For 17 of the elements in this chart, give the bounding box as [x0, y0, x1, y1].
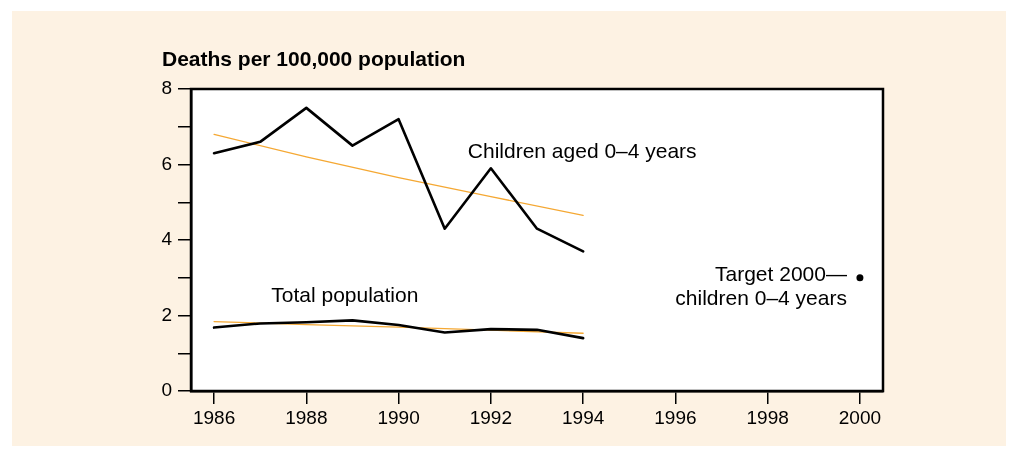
y-axis-title: Deaths per 100,000 population	[162, 47, 466, 70]
y-tick-label: 4	[161, 228, 173, 250]
y-tick-label: 8	[161, 77, 172, 99]
x-tick-label: 1988	[285, 406, 328, 428]
x-tick-label: 2000	[838, 406, 882, 428]
y-tick-label: 2	[161, 303, 172, 325]
series-label: Children aged 0–4 years	[467, 138, 697, 162]
y-tick-label: 0	[161, 379, 172, 401]
x-tick-label: 1996	[654, 406, 697, 428]
x-tick-label: 1998	[746, 406, 789, 428]
x-tick-label: 1994	[561, 406, 605, 428]
y-tick-label: 6	[161, 152, 172, 174]
annotation: Target 2000— children 0–4 years	[675, 261, 847, 309]
x-tick-label: 1990	[377, 406, 420, 428]
series-label: Total population	[271, 282, 419, 306]
x-tick-label: 1992	[469, 406, 513, 428]
x-tick-label: 1986	[192, 406, 236, 428]
